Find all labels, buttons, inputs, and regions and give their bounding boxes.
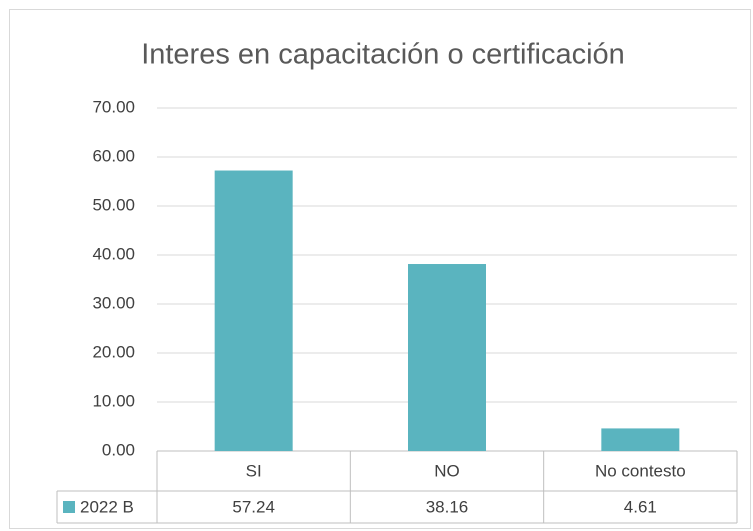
y-tick-label: 0.00 [102, 440, 135, 459]
x-tick-label: SI [246, 461, 262, 480]
y-tick-label: 20.00 [92, 342, 135, 361]
table-value: 57.24 [232, 497, 275, 516]
table-value: 38.16 [426, 497, 469, 516]
legend-label: 2022 B [80, 497, 134, 516]
table-value: 4.61 [624, 497, 657, 516]
bar [601, 428, 680, 451]
y-tick-label: 40.00 [92, 244, 135, 263]
chart-title: Interes en capacitación o certificación [141, 39, 625, 71]
legend-swatch [63, 501, 75, 513]
y-tick-label: 70.00 [92, 97, 135, 116]
y-tick-label: 50.00 [92, 195, 135, 214]
x-tick-label: NO [434, 461, 460, 480]
bar [214, 170, 293, 452]
y-tick-label: 30.00 [92, 293, 135, 312]
y-tick-label: 10.00 [92, 391, 135, 410]
bar [408, 264, 486, 451]
x-tick-label: No contesto [595, 461, 686, 480]
y-tick-label: 60.00 [92, 146, 135, 165]
